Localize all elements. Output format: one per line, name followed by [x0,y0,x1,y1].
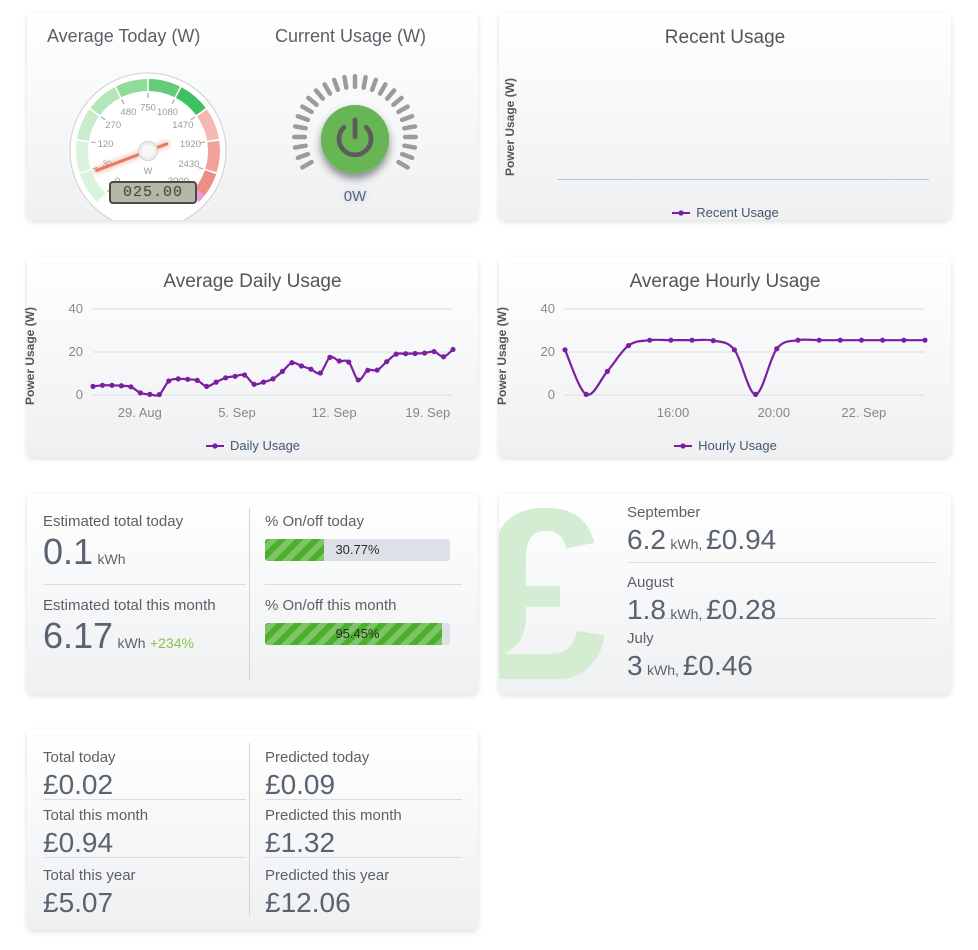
svg-text:750: 750 [140,103,156,114]
svg-text:1470: 1470 [172,120,193,131]
svg-text:0: 0 [76,387,83,402]
svg-text:2430: 2430 [178,159,199,170]
svg-text:22. Sep: 22. Sep [841,405,886,420]
svg-text:W: W [144,166,153,176]
svg-text:40: 40 [541,303,555,316]
svg-text:1920: 1920 [180,139,201,150]
svg-text:16:00: 16:00 [657,405,690,420]
svg-text:0: 0 [548,387,555,402]
svg-text:19. Sep: 19. Sep [405,405,450,420]
svg-text:12. Sep: 12. Sep [312,405,357,420]
svg-text:40: 40 [69,303,83,316]
svg-text:20: 20 [541,344,555,359]
svg-text:20:00: 20:00 [758,405,791,420]
svg-text:5. Sep: 5. Sep [218,405,256,420]
svg-text:20: 20 [69,344,83,359]
svg-text:1080: 1080 [157,107,178,118]
svg-text:480: 480 [121,107,137,118]
svg-text:120: 120 [98,139,114,150]
svg-text:29. Aug: 29. Aug [118,405,162,420]
svg-text:270: 270 [105,120,121,131]
